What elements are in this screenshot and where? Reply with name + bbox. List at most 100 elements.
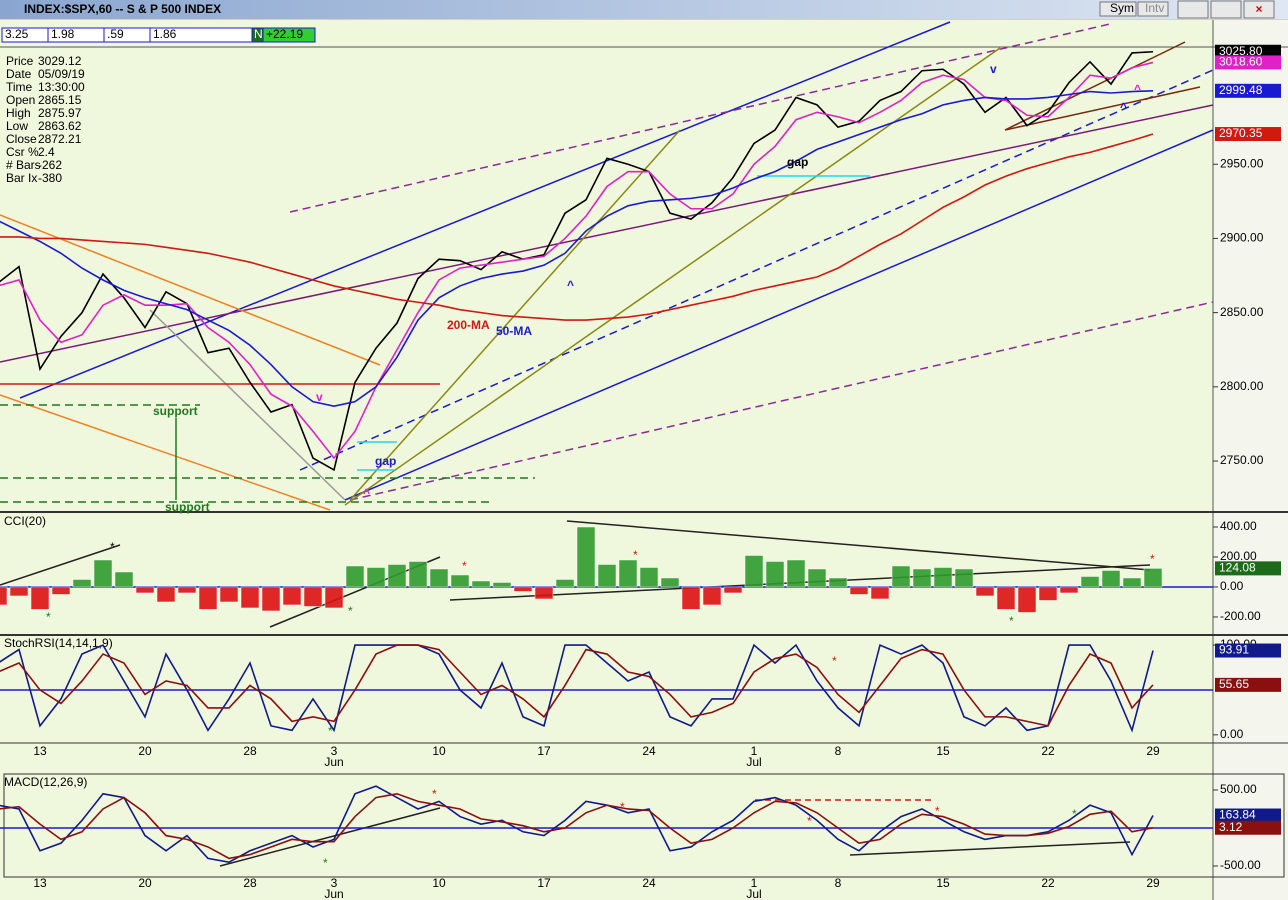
bar — [660, 577, 680, 588]
toolbar-field-text: .59 — [107, 27, 124, 41]
data-window-label: # Bars — [6, 158, 41, 172]
star: * — [46, 610, 51, 624]
x-tick-label: 22 — [1041, 876, 1055, 890]
toolbar-field-text: N — [254, 27, 263, 41]
star: * — [935, 804, 940, 818]
bar — [387, 564, 407, 588]
y-tick-label: 2750.00 — [1220, 453, 1264, 467]
y-tick-label: 2800.00 — [1220, 379, 1264, 393]
bar — [786, 559, 806, 588]
data-window-label: Csr % — [6, 145, 39, 159]
star: * — [807, 814, 812, 828]
close-button[interactable] — [1243, 0, 1275, 19]
trendline — [349, 301, 1214, 501]
trendline — [1004, 86, 1201, 131]
star: * — [1009, 614, 1014, 628]
last-value-box — [1215, 83, 1281, 98]
close-icon[interactable]: × — [1255, 2, 1262, 16]
toolbar-field-text: 3.25 — [5, 27, 29, 41]
trendlines: * * * * * * * * * * * * * * * — [0, 21, 1214, 870]
annotation: ^ — [363, 486, 370, 500]
bar — [51, 586, 71, 595]
data-window-label: High — [6, 106, 31, 120]
y-tick-label: 2950.00 — [1220, 156, 1264, 170]
annotation: support — [165, 500, 210, 514]
trendline — [289, 23, 1111, 213]
x-tick-label: 29 — [1146, 876, 1160, 890]
annotation: ^ — [567, 278, 574, 292]
bar — [1017, 586, 1037, 613]
star: * — [348, 604, 353, 618]
intv-label[interactable]: Intv — [1145, 1, 1164, 15]
x-tick-label: 24 — [642, 876, 656, 890]
x-tick-label: 28 — [243, 744, 257, 758]
x-tick-label: 3 — [331, 744, 338, 758]
x-month-label: Jun — [324, 755, 343, 769]
axis-background — [1213, 20, 1288, 900]
bar — [114, 571, 134, 588]
bar — [723, 586, 743, 594]
bar — [828, 577, 848, 588]
data-window-label: Time — [6, 80, 33, 94]
data-window-label: Price — [6, 54, 34, 68]
star: * — [110, 540, 115, 554]
y-tick-label: -200.00 — [1220, 609, 1261, 623]
bar — [156, 586, 176, 603]
data-window-value: 2872.21 — [38, 132, 82, 146]
last-value-box — [1215, 55, 1281, 70]
annotation: v — [990, 62, 997, 76]
x-tick-label: 13 — [33, 744, 47, 758]
intv-button[interactable] — [1137, 1, 1169, 17]
last-value-label: 93.91 — [1219, 643, 1249, 657]
sym-button[interactable] — [1099, 1, 1137, 17]
bar — [870, 586, 890, 600]
series-line — [0, 90, 1154, 407]
star: * — [323, 856, 328, 870]
y-tick-label: 2900.00 — [1220, 231, 1264, 245]
x-tick-label: 1 — [751, 876, 758, 890]
annotation: 50-MA — [496, 324, 532, 338]
series-line — [0, 133, 1154, 321]
window-title: INDEX:$SPX,60 -- S & P 500 INDEX — [24, 2, 221, 16]
toolbar-field — [262, 27, 316, 43]
bar — [240, 586, 260, 609]
star: * — [432, 787, 437, 801]
bar — [366, 567, 386, 588]
macd-panel-border — [3, 773, 1285, 878]
bar — [849, 586, 869, 595]
toolbar-field-text: +22.19 — [266, 27, 303, 41]
maximize-button[interactable] — [1210, 0, 1242, 19]
bar — [912, 568, 932, 588]
data-window-value: 2865.15 — [38, 93, 82, 107]
bar — [198, 586, 218, 610]
bar — [93, 559, 113, 588]
bar — [807, 568, 827, 588]
indicator-trendline — [0, 544, 121, 586]
trendline — [344, 47, 1001, 506]
data-window-value: 2875.97 — [38, 106, 82, 120]
x-tick-label: 29 — [1146, 744, 1160, 758]
x-tick-label: 20 — [138, 876, 152, 890]
bar — [681, 586, 701, 610]
bar — [135, 586, 155, 594]
series-line — [0, 643, 1154, 733]
minimize-button[interactable] — [1177, 0, 1209, 19]
bar — [996, 586, 1016, 610]
data-window-value: 13:30:00 — [38, 80, 85, 94]
series-line — [0, 792, 1154, 860]
last-value-label: 55.65 — [1219, 677, 1249, 691]
x-tick-label: 1 — [751, 744, 758, 758]
x-tick-label: 17 — [537, 876, 551, 890]
bar — [345, 565, 365, 588]
bar — [1101, 570, 1121, 588]
trendline — [0, 104, 1214, 363]
trendline — [344, 129, 1214, 501]
bar — [555, 579, 575, 588]
bar — [744, 555, 764, 588]
data-window-value: 3029.12 — [38, 54, 82, 68]
x-tick-label: 20 — [138, 744, 152, 758]
star: * — [1072, 807, 1077, 821]
last-value-box — [1215, 127, 1281, 142]
x-month-label: Jul — [746, 755, 761, 769]
sym-label[interactable]: Sym — [1110, 1, 1134, 15]
